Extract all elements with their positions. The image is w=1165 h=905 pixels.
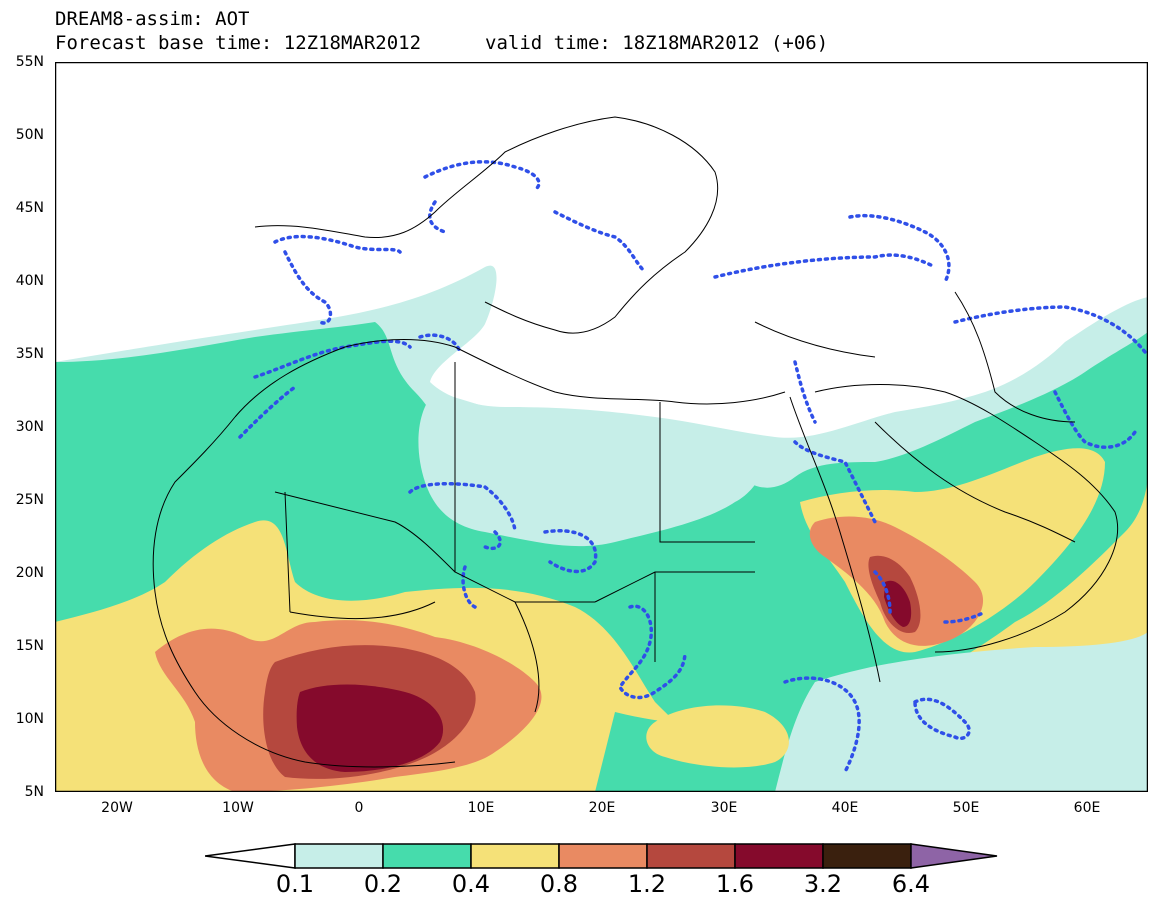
border-egypt: [659, 402, 755, 543]
lat-label: 5N: [24, 784, 44, 800]
lat-label: 50N: [15, 127, 44, 143]
lat-label: 20N: [15, 565, 44, 581]
lon-label: 10E: [467, 800, 495, 816]
colorbar-label: 1.2: [627, 870, 667, 898]
border-mali-niger: [284, 491, 436, 620]
colorbar-segment-0.1: [294, 843, 384, 869]
aot-contour-0.4-sudan: [646, 705, 789, 768]
lat-label: 55N: [15, 54, 44, 70]
colorbar-segment-0.8: [558, 843, 648, 869]
colorbar-label: 6.4: [891, 870, 931, 898]
colorbar-segment-3.2: [822, 843, 912, 869]
lon-label: 20W: [101, 800, 133, 816]
lat-label: 45N: [15, 200, 44, 216]
dust-contour-sinai: [793, 360, 877, 524]
dust-contour-ethiopia: [783, 676, 861, 774]
aot-contour-0.1-south: [775, 632, 1148, 792]
dust-contour-arabia-east: [1053, 390, 1137, 449]
lon-label: 60E: [1073, 800, 1101, 816]
lat-label: 10N: [15, 711, 44, 727]
map-title: DREAM8-assim: AOT: [55, 8, 250, 30]
dust-contour-iberia: [273, 234, 402, 325]
lon-label: 10W: [222, 800, 254, 816]
colorbar-segment-0.4: [470, 843, 560, 869]
dust-contour-horn: [873, 570, 987, 624]
lat-label: 40N: [15, 273, 44, 289]
map-frame: [55, 62, 1148, 792]
coastline-arabia: [814, 384, 1119, 653]
dust-contour-yemen: [913, 697, 971, 740]
aot-contour-1.6-arabia: [884, 580, 912, 627]
lon-label: 30E: [710, 800, 738, 816]
coastline-red-sea: [789, 396, 881, 683]
border-libya: [454, 362, 595, 603]
dust-contour-morocco: [238, 339, 412, 439]
coastline-west-africa: [152, 416, 456, 768]
lat-label: 35N: [15, 346, 44, 362]
colorbar-label: 0.1: [275, 870, 315, 898]
dust-contour-caucasus: [848, 213, 951, 284]
dust-contour-balkans: [553, 210, 647, 274]
border-algeria: [274, 491, 456, 573]
border-iran: [954, 291, 1076, 423]
aot-contour-1.6: [296, 684, 444, 772]
lon-label: 50E: [952, 800, 980, 816]
coastline-europe: [254, 116, 719, 334]
aot-colorbar: [205, 843, 998, 869]
colorbar-label: 0.8: [539, 870, 579, 898]
colorbar-segment-1.2: [646, 843, 736, 869]
forecast-base-time: Forecast base time: 12Z18MAR2012: [55, 32, 422, 54]
border-sudan: [594, 571, 755, 662]
colorbar-segment-0.2: [382, 843, 472, 869]
colorbar-low-arrow: [205, 843, 296, 869]
lon-label: 0: [354, 800, 364, 816]
colorbar-high-arrow: [910, 843, 998, 869]
colorbar-label: 3.2: [803, 870, 843, 898]
valid-time: valid time: 18Z18MAR2012 (+06): [485, 32, 829, 54]
colorbar-label: 1.6: [715, 870, 755, 898]
coastline-north-africa: [234, 339, 786, 418]
dust-contour-sudan: [617, 604, 687, 700]
dust-contour-libya: [408, 481, 517, 550]
lon-label: 40E: [831, 800, 859, 816]
colorbar-label: 0.2: [363, 870, 403, 898]
dust-contour-chad: [543, 529, 598, 574]
border-saudi: [874, 421, 1076, 543]
dust-contour-alps: [423, 160, 541, 234]
border-turkey-syria: [754, 321, 876, 358]
aot-map: [55, 62, 1148, 792]
lat-label: 30N: [15, 419, 44, 435]
lon-label: 20E: [588, 800, 616, 816]
colorbar-segment-1.6: [734, 843, 824, 869]
dust-contour-turkey: [713, 253, 937, 279]
lat-label: 25N: [15, 492, 44, 508]
dust-contour-tibesti: [461, 565, 477, 609]
lat-label: 15N: [15, 638, 44, 654]
dust-contour-caspian: [953, 305, 1147, 354]
colorbar-label: 0.4: [451, 870, 491, 898]
border-chad: [514, 601, 540, 713]
